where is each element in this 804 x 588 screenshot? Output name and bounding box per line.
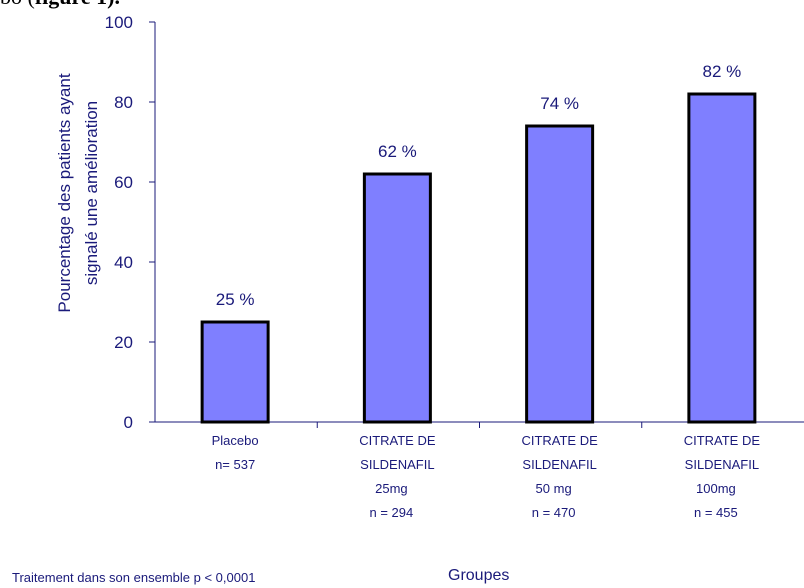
x-category-label: n = 470 [532, 505, 576, 520]
bar-value-label: 62 % [378, 142, 417, 161]
x-category-label: 25mg [375, 481, 408, 496]
x-category-label: SILDENAFIL [360, 457, 434, 472]
x-category-label: CITRATE DE [359, 433, 436, 448]
y-tick-label: 100 [105, 13, 133, 32]
x-axis-title: Groupes [448, 567, 509, 585]
y-tick-label: 40 [114, 253, 133, 272]
x-category-label: n= 537 [215, 457, 255, 472]
bar-value-label: 25 % [216, 290, 255, 309]
bar-value-label: 82 % [703, 62, 742, 81]
x-category-label: Placebo [212, 433, 259, 448]
y-tick-label: 60 [114, 173, 133, 192]
x-category-label: n = 455 [694, 505, 738, 520]
y-tick-label: 80 [114, 93, 133, 112]
x-category-label: n = 294 [370, 505, 414, 520]
bar [364, 174, 430, 422]
y-tick-label: 20 [114, 333, 133, 352]
bar [202, 322, 268, 422]
x-category-label: SILDENAFIL [522, 457, 596, 472]
footnote: Traitement dans son ensemble p < 0,0001 [12, 570, 255, 585]
x-category-label: SILDENAFIL [685, 457, 759, 472]
bar [689, 94, 755, 422]
x-category-label: CITRATE DE [521, 433, 598, 448]
bar [527, 126, 593, 422]
bar-value-label: 74 % [540, 94, 579, 113]
y-axis-title-line: Pourcentage des patients ayant [55, 73, 74, 312]
x-category-label: 50 mg [536, 481, 572, 496]
x-category-label: 100mg [696, 481, 736, 496]
y-axis-title-line: signalé une amélioration [82, 101, 101, 285]
y-tick-label: 0 [124, 413, 133, 432]
x-category-label: CITRATE DE [684, 433, 761, 448]
